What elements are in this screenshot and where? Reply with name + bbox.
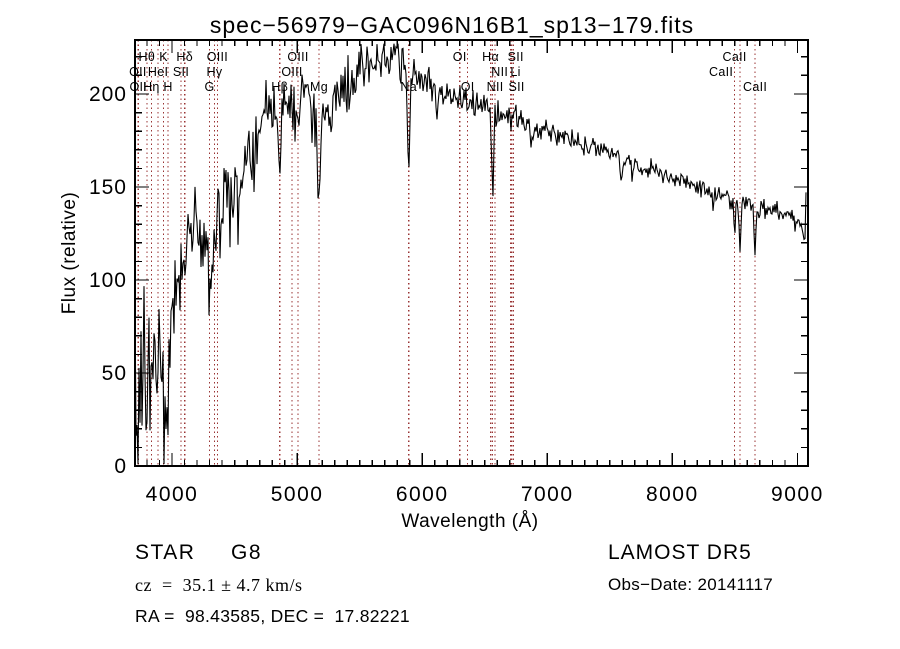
- line-label-SII: SII: [508, 50, 524, 64]
- line-label-OIII: OIII: [281, 65, 302, 79]
- x-tick-label: 9000: [771, 483, 824, 506]
- x-tick-label: 8000: [646, 483, 699, 506]
- line-label-K: K: [159, 50, 168, 64]
- line-label-G: G: [204, 80, 214, 94]
- y-tick-label: 150: [89, 176, 127, 199]
- line-label-SII: SII: [173, 65, 189, 79]
- line-label-HeI: HeI: [148, 65, 168, 79]
- chart-title: spec−56979−GAC096N16B1_sp13−179.fits: [210, 12, 694, 38]
- x-axis-label: Wavelength (Å): [401, 511, 538, 532]
- subclass-label: G8: [231, 541, 262, 564]
- survey-label: LAMOST DR5: [608, 541, 752, 564]
- spectral-line-markers: [137, 40, 756, 466]
- x-tick-label: 6000: [396, 483, 449, 506]
- y-tick-label: 50: [102, 362, 127, 385]
- line-label-CaII: CaII: [709, 65, 733, 79]
- class-label: STAR: [135, 541, 195, 564]
- line-label-Na: Na: [400, 80, 417, 94]
- line-label-Li: Li: [510, 65, 520, 79]
- line-label-OI: OI: [461, 80, 475, 94]
- y-axis-label: Flux (relative): [59, 192, 80, 315]
- line-label-H: H: [163, 80, 172, 94]
- line-label-SII: SII: [509, 80, 525, 94]
- plot-frame: [134, 39, 809, 467]
- line-label-Hγ: Hγ: [207, 65, 223, 79]
- line-label-OII: OII: [129, 65, 147, 79]
- y-tick-label: 200: [89, 83, 127, 106]
- y-tick-label: 100: [89, 269, 127, 292]
- y-tick-label: 0: [114, 455, 127, 478]
- line-label-Mg: Mg: [310, 80, 328, 94]
- x-tick-label: 4000: [146, 483, 199, 506]
- line-label-CaII: CaII: [723, 50, 747, 64]
- x-tick-label: 5000: [271, 483, 324, 506]
- x-tick-label: 7000: [521, 483, 574, 506]
- spectrum-trace: [134, 43, 807, 465]
- line-label-OI: OI: [453, 50, 467, 64]
- x-tick-labels: 4000 5000 6000 7000 8000 9000: [146, 483, 824, 506]
- line-label-Hα: Hα: [482, 50, 499, 64]
- line-label-OIII: OIII: [207, 50, 228, 64]
- line-label-OIII: OIII: [287, 50, 308, 64]
- line-label-Hθ: Hθ: [139, 50, 156, 64]
- line-label-NII: NII: [491, 65, 508, 79]
- radec-value: RA = 98.43585, DEC = 17.82221: [135, 606, 410, 626]
- line-label-NII: NII: [487, 80, 504, 94]
- line-label-CaII: CaII: [743, 80, 767, 94]
- line-label-Hδ: Hδ: [176, 50, 193, 64]
- y-tick-labels: 0 50 100 150 200: [89, 83, 127, 478]
- line-label-OII: OII: [130, 80, 148, 94]
- line-label-Hη: Hη: [143, 80, 160, 94]
- obs-date: Obs−Date: 20141117: [608, 575, 773, 594]
- cz-value: cz = 35.1 ± 4.7 km/s: [135, 575, 303, 595]
